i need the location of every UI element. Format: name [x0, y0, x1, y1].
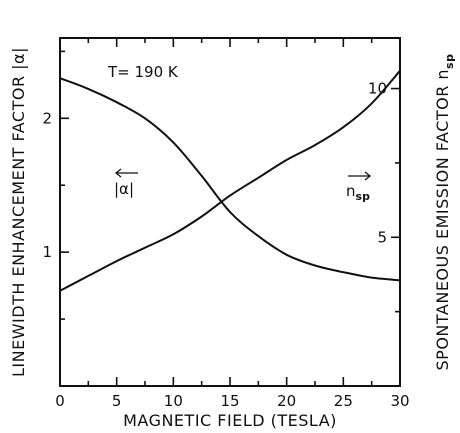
x-tick-label: 5 — [112, 392, 122, 410]
x-tick-label: 0 — [55, 392, 65, 410]
x-tick-label: 25 — [334, 392, 353, 410]
nsp-series-line — [59, 70, 401, 292]
left-y-tick-label: 1 — [42, 243, 52, 261]
nsp-curve-label: nsp — [346, 182, 370, 203]
alpha-arrow-icon — [114, 168, 138, 178]
left-axis-label: LINEWIDTH ENHANCEMENT FACTOR |α| — [9, 47, 28, 377]
x-tick-label: 30 — [390, 392, 409, 410]
alpha-curve-label: |α| — [114, 180, 134, 198]
nsp-label-main: n — [346, 182, 356, 200]
left-y-tick-label: 2 — [42, 109, 52, 127]
temperature-label: T= 190 K — [107, 63, 179, 81]
right-axis-label-sub: sp — [443, 54, 456, 69]
nsp-label-sub: sp — [356, 190, 371, 203]
right-axis-label-main: SPONTANEOUS EMISSION FACTOR n — [433, 69, 452, 371]
tick-marks — [59, 38, 401, 386]
data-curves — [59, 70, 401, 292]
right-axis-label: SPONTANEOUS EMISSION FACTOR nsp — [433, 54, 456, 371]
right-y-tick-label: 5 — [377, 228, 387, 246]
nsp-arrow-icon — [348, 171, 372, 181]
x-tick-label: 10 — [164, 392, 183, 410]
x-tick-label: 15 — [220, 392, 239, 410]
alpha-series-line — [59, 77, 401, 282]
x-axis-label: MAGNETIC FIELD (TESLA) — [123, 411, 337, 430]
x-tick-label: 20 — [277, 392, 296, 410]
